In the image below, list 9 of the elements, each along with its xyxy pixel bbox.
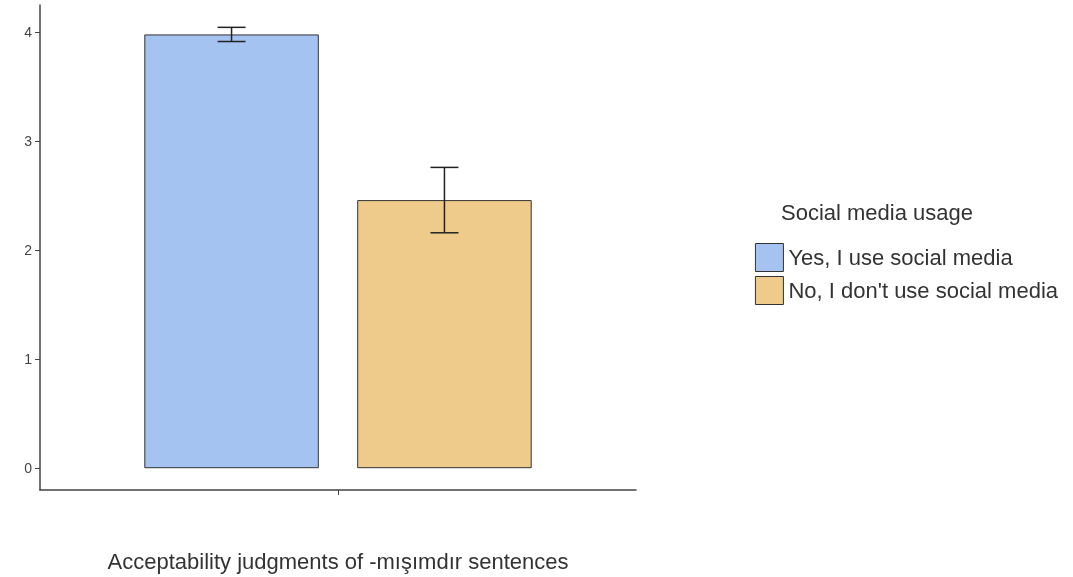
y-tick-label: 3 — [24, 133, 33, 150]
legend-title: Social media usage — [780, 199, 974, 225]
legend-label: No, I don't use social media — [788, 278, 1059, 303]
y-tick-label: 2 — [24, 242, 33, 259]
y-tick-label: 1 — [24, 351, 33, 368]
legend-label: Yes, I use social media — [788, 245, 1014, 270]
y-tick-label: 4 — [24, 24, 33, 41]
y-tick-label: 0 — [24, 460, 33, 477]
x-axis-title: Acceptability judgments of -mışımdır sentences — [107, 548, 569, 574]
